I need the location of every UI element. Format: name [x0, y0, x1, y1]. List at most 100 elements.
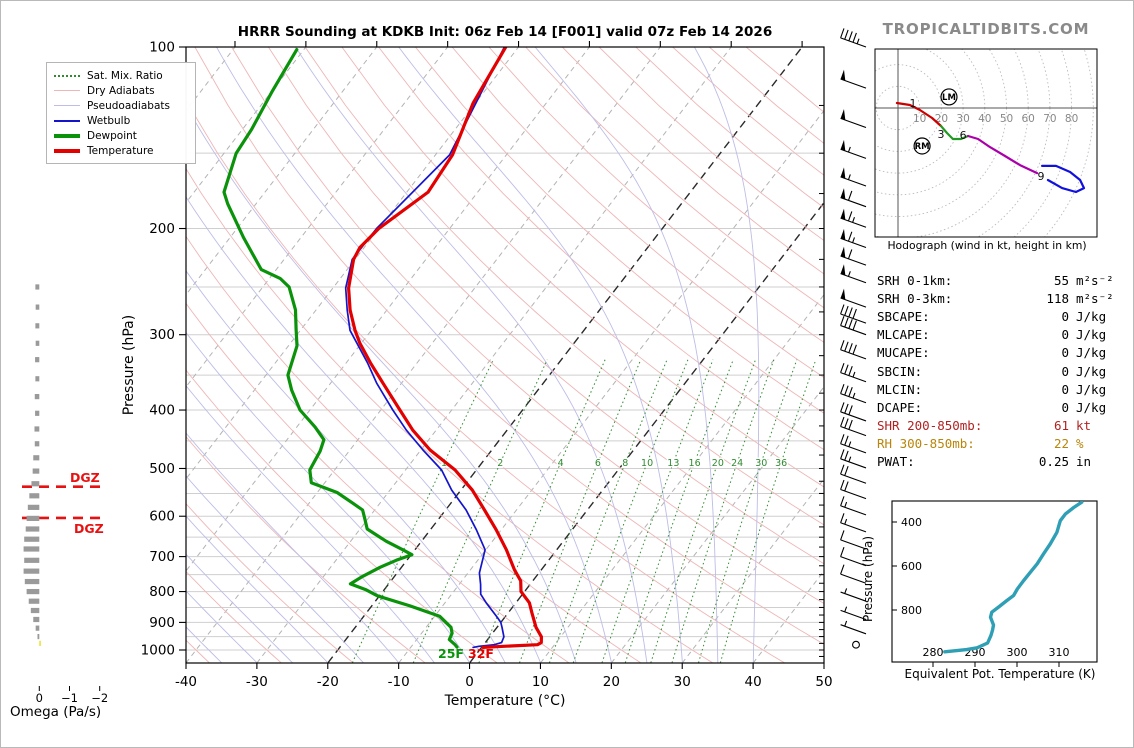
omega-tick-label: −1 — [61, 691, 78, 705]
hodograph-speed-label: 40 — [978, 113, 991, 125]
sat-mix-ratio-line-sample — [54, 74, 80, 77]
isotherm — [540, 293, 824, 663]
wind-barb — [840, 304, 867, 324]
mixing-ratio-label: 16 — [689, 458, 701, 469]
mixing-ratio-label: 30 — [755, 458, 767, 469]
pseudoadiabat — [186, 553, 293, 663]
dry-adiabat — [525, 47, 824, 309]
pseudoadiabat — [186, 432, 400, 663]
stat-row: MUCAPE: 0 J/kg — [877, 344, 1114, 362]
legend-label: Temperature — [87, 144, 154, 157]
dry-adiabat — [268, 47, 824, 565]
stat-label: SRH 0-3km: — [877, 290, 953, 306]
stat-row: DCAPE: 0 J/kg — [877, 398, 1114, 416]
pressure-tick-label: 400 — [149, 403, 175, 419]
dry-adiabat — [415, 47, 824, 414]
dry-adiabat — [194, 47, 824, 645]
wind-barb — [840, 513, 867, 533]
stat-unit: J/kg — [1076, 345, 1107, 361]
omega-bar — [34, 426, 40, 432]
temperature-tick-label: -40 — [175, 674, 197, 690]
hodograph-speed-label: 60 — [1022, 113, 1035, 125]
stats-panel: SRH 0-1km: 55 m²s⁻² SRH 0-3km: 118 m²s⁻² SBC… — [877, 271, 1114, 471]
theta-e-y-tick-label: 800 — [901, 604, 922, 617]
surface-temperature-label: 32F — [468, 646, 494, 661]
legend-box: Sat. Mix. Ratio Dry Adiabats Pseudoadiab… — [46, 62, 196, 164]
temperature-tick-label: -20 — [317, 674, 339, 690]
legend-label: Wetbulb — [87, 114, 131, 127]
temperature-tick-label: -10 — [388, 674, 410, 690]
stat-value: 118 — [1046, 290, 1069, 306]
omega-bar — [35, 323, 40, 329]
hodograph-speed-label: 10 — [913, 113, 926, 125]
skewt-plot-area: 1 2 4 6 8 10 13 16 20 24 30 36 — [186, 47, 824, 663]
dgz-label-top: DGZ — [70, 470, 100, 485]
wind-barb — [840, 547, 867, 567]
wind-barb — [840, 69, 867, 89]
surface-dewpoint-label: 25F — [438, 646, 464, 661]
stat-label: SBCIN: — [877, 363, 923, 379]
omega-bar — [30, 607, 40, 614]
wind-barb — [840, 208, 867, 228]
dewpoint-curve — [222, 48, 459, 649]
omega-bar — [33, 455, 40, 461]
stat-row: SRH 0-3km: 118 m²s⁻² — [877, 289, 1114, 307]
wind-barb — [840, 588, 867, 602]
mixing-ratio-line — [548, 359, 668, 663]
stat-value: 0 — [1061, 327, 1069, 343]
legend-label: Sat. Mix. Ratio — [87, 69, 163, 82]
omega-bar — [35, 357, 40, 363]
hodograph-trace — [895, 101, 943, 128]
wind-barb — [840, 228, 867, 248]
omega-tick-label: −2 — [91, 691, 109, 705]
stat-value: 0 — [1061, 345, 1069, 361]
hodograph-height-label: 9 — [1038, 170, 1045, 183]
omega-bar — [24, 578, 40, 585]
isotherm — [681, 478, 824, 663]
wind-barb — [840, 606, 867, 620]
mixing-ratio-label: 2 — [497, 458, 503, 469]
dry-adiabat — [186, 235, 641, 663]
dry-adiabat — [304, 47, 824, 526]
stat-row: MLCIN: 0 J/kg — [877, 380, 1114, 398]
omega-bar — [25, 526, 40, 532]
stat-value: 0 — [1061, 381, 1069, 397]
theta-e-x-axis-label: Equivalent Pot. Temperature (K) — [904, 667, 1096, 681]
wind-barb — [840, 188, 867, 208]
pseudoadiabat-line-sample — [54, 105, 80, 106]
wind-barb — [840, 384, 867, 404]
stat-unit: J/kg — [1076, 399, 1107, 415]
pressure-axis-label: Pressure (hPa) — [121, 314, 137, 416]
stat-unit: J/kg — [1076, 308, 1107, 324]
pressure-tick-label: 900 — [149, 615, 175, 631]
temperature-tick-label: 20 — [603, 674, 620, 690]
hodograph-speed-label: 80 — [1065, 113, 1078, 125]
stat-unit: m²s⁻² — [1076, 272, 1114, 288]
omega-bar — [29, 493, 40, 499]
omega-axis-label: Omega (Pa/s) — [10, 704, 102, 720]
wind-barb-column — [840, 28, 867, 649]
pressure-tick-label: 800 — [149, 584, 175, 600]
stat-label: MLCIN: — [877, 381, 923, 397]
omega-bar — [35, 625, 40, 631]
hodograph-trace — [939, 124, 970, 141]
pseudoadiabat — [186, 385, 435, 663]
pseudoadiabat — [186, 105, 577, 663]
stat-value: 61 — [1053, 418, 1069, 434]
wind-barb — [840, 620, 867, 635]
legend-label: Dewpoint — [87, 129, 137, 142]
mixing-ratio-label: 8 — [622, 458, 628, 469]
omega-bar — [34, 394, 40, 400]
wind-barb — [840, 496, 867, 516]
mixing-ratio-label: 4 — [558, 458, 564, 469]
isotherm — [256, 47, 732, 663]
stat-unit: % — [1076, 436, 1084, 452]
stat-value: 55 — [1053, 272, 1069, 288]
dry-adiabat — [378, 47, 824, 451]
wind-barb — [840, 28, 867, 48]
storm-motion-marker — [913, 137, 931, 155]
isotherm — [186, 47, 661, 663]
pseudoadiabat — [186, 196, 542, 663]
omega-bar — [37, 633, 40, 640]
pressure-tick-label: 700 — [149, 549, 175, 565]
